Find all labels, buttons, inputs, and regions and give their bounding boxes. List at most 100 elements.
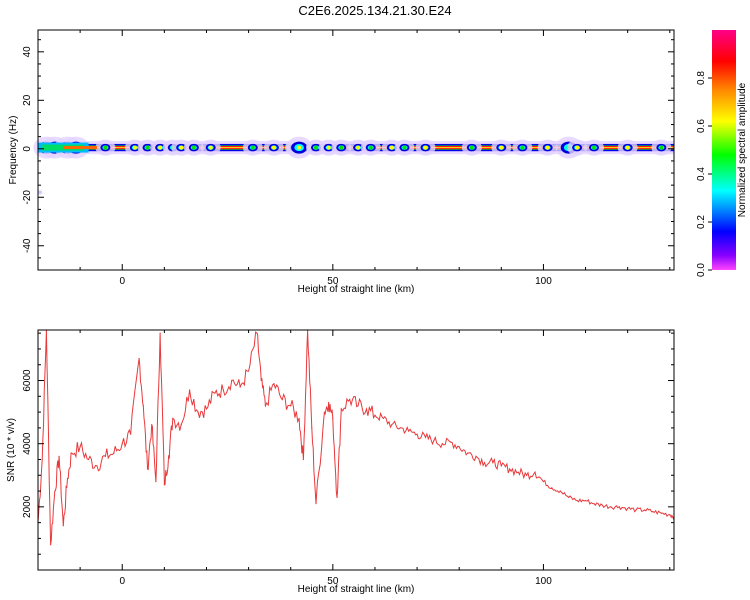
colorbar: 0.0 0.2 0.4 0.6 0.8 Normalized spectral ampl…	[696, 30, 748, 277]
snr-point	[441, 443, 443, 445]
core-dot	[339, 145, 344, 150]
snr-point	[483, 462, 486, 464]
snr-point	[79, 446, 81, 448]
colorbar-tick-label: 0.4	[696, 167, 707, 181]
snr-point	[433, 439, 435, 442]
ytick-label: 6000	[22, 369, 33, 392]
snr-point	[643, 509, 646, 511]
core-dot	[250, 145, 255, 150]
spectrogram-xlabel: Height of straight line (km)	[298, 284, 415, 295]
snr-point	[374, 414, 376, 416]
snr-point	[121, 443, 123, 445]
core-dot	[591, 145, 596, 150]
spectrogram-ylabel: Frequency (Hz)	[8, 116, 19, 185]
snr-point	[450, 441, 452, 443]
snr-point	[492, 462, 494, 464]
snr-point	[517, 471, 519, 473]
core-dot	[356, 145, 361, 150]
colorbar-tick-label: 0.6	[696, 119, 707, 133]
snr-point	[618, 506, 620, 508]
snr-point	[584, 499, 587, 502]
snr-point	[264, 405, 267, 407]
snr-point	[534, 471, 536, 473]
snr-point	[627, 507, 629, 510]
snr-point	[475, 455, 477, 457]
snr-point	[542, 480, 545, 483]
snr-point	[610, 506, 612, 508]
core-dot	[368, 145, 373, 150]
snr-point	[231, 379, 233, 382]
snr-point	[214, 392, 216, 394]
snr-point	[247, 370, 250, 372]
snr-point	[509, 468, 511, 470]
snr-point	[239, 386, 241, 388]
snr-point	[180, 424, 182, 426]
snr-point	[62, 525, 64, 527]
colorbar-tick-label: 0.2	[696, 215, 707, 229]
snr-frame	[37, 329, 675, 571]
xtick-label: 50	[327, 576, 339, 587]
xtick-label: 100	[535, 276, 552, 287]
snr-point	[163, 484, 165, 486]
core-dot	[271, 145, 276, 150]
snr-point	[525, 474, 528, 476]
snr-point	[87, 458, 90, 461]
snr-point	[197, 411, 199, 413]
core-dot	[520, 145, 525, 150]
xtick-label: 50	[327, 276, 339, 287]
snr-point	[71, 452, 73, 454]
snr-point	[399, 427, 401, 429]
snr-point	[256, 332, 258, 334]
snr-point	[146, 468, 149, 470]
snr-point	[281, 398, 283, 401]
colorbar-ticks: 0.0 0.2 0.4 0.6 0.8	[696, 71, 712, 277]
snr-point	[424, 436, 427, 438]
core-dot	[625, 145, 630, 150]
snr-point	[205, 408, 208, 410]
snr-point	[500, 465, 502, 467]
snr-point	[41, 458, 43, 461]
snr-point	[172, 417, 174, 420]
snr-point	[559, 490, 561, 492]
snr-point	[155, 480, 157, 483]
snr-point	[66, 477, 69, 480]
snr-point	[593, 503, 595, 505]
snr-point	[50, 544, 52, 546]
snr-series-line	[37, 329, 675, 545]
core-dot	[499, 145, 504, 150]
spectrogram-frame	[37, 29, 675, 271]
ytick-label: -40	[22, 238, 33, 253]
snr-point	[652, 510, 654, 513]
snr-point	[669, 514, 671, 516]
core-dot	[313, 145, 318, 150]
snr-ticks: 6000 4000 2000 0 50 100	[22, 330, 674, 587]
snr-point	[113, 452, 115, 454]
core-dot	[469, 145, 474, 150]
colorbar-tick-label: 0.8	[696, 71, 707, 85]
snr-point	[290, 405, 292, 407]
colorbar-label: Normalized spectral amplitude	[737, 82, 748, 217]
snr-point	[467, 452, 469, 454]
ytick-label: 20	[22, 94, 33, 106]
xtick-label: 100	[535, 576, 552, 587]
snr-point	[391, 424, 393, 426]
core-dot	[145, 145, 150, 150]
xtick-label: 0	[119, 576, 125, 587]
colorbar-tick-label: 0.0	[696, 263, 707, 277]
snr-point	[151, 424, 153, 426]
snr-point	[332, 417, 334, 420]
snr-point	[315, 503, 317, 505]
snr-point	[568, 496, 570, 498]
ytick-label: 4000	[22, 432, 33, 455]
core-dot	[179, 145, 184, 150]
snr-point	[382, 417, 384, 420]
snr-point	[408, 430, 410, 432]
snr-point	[357, 405, 359, 407]
snr-point	[138, 357, 140, 360]
snr-point	[601, 504, 603, 506]
core-dot	[423, 145, 428, 150]
snr-point	[104, 455, 106, 457]
snr-point	[54, 490, 56, 492]
snr-background	[38, 330, 674, 570]
core-dot	[297, 145, 302, 150]
